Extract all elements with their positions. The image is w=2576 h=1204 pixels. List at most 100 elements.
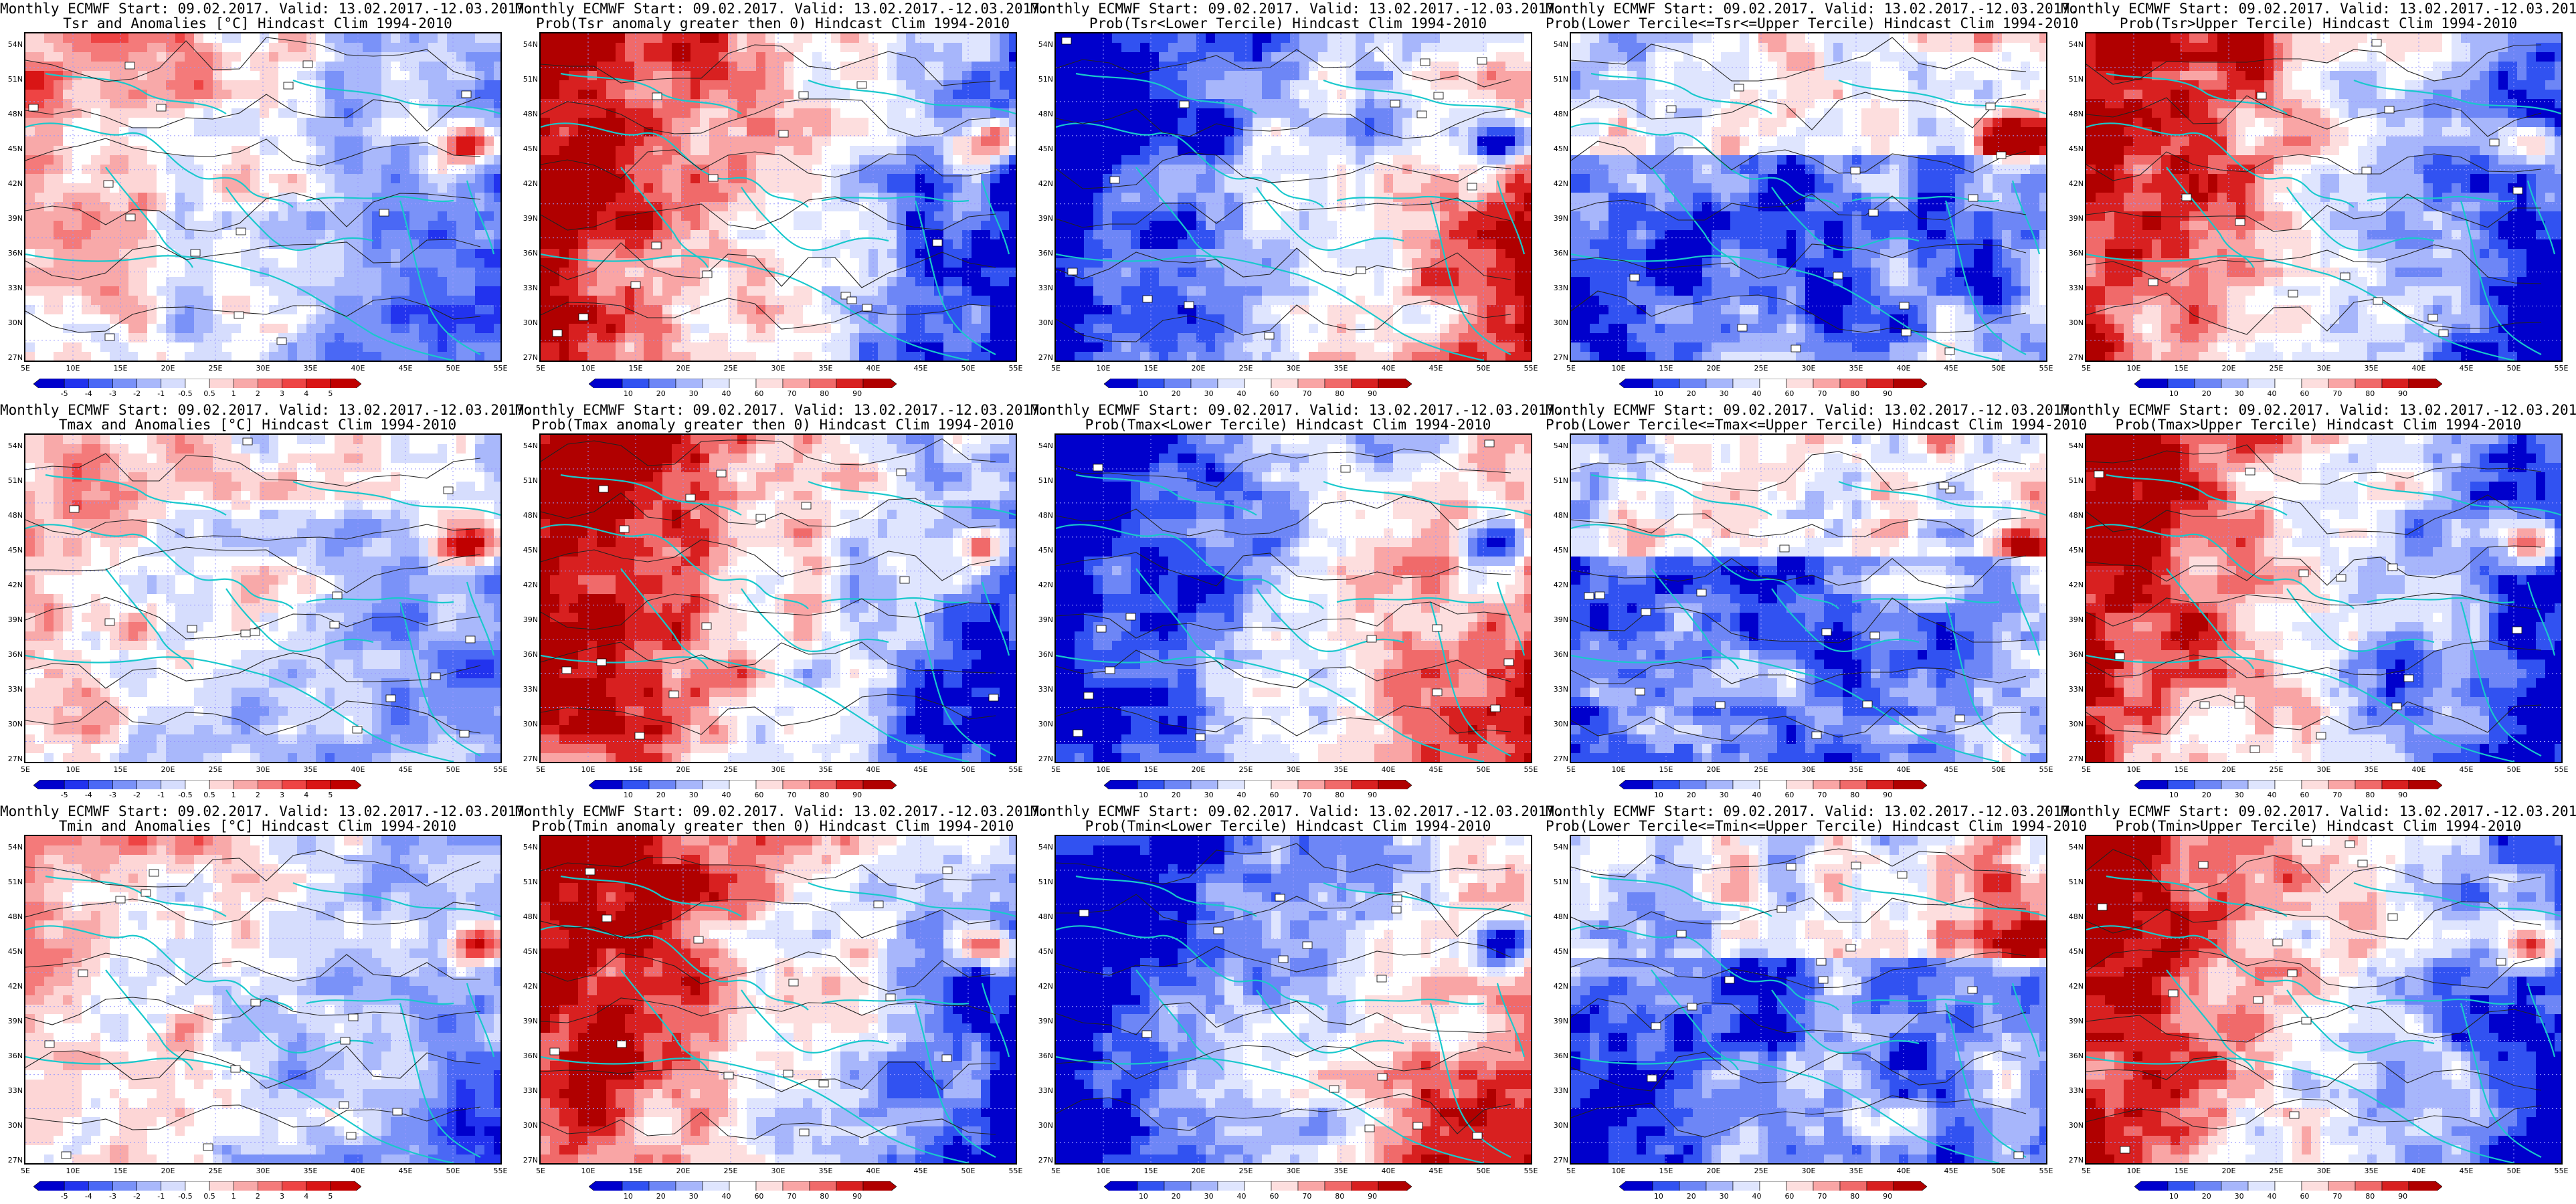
field-cell <box>859 174 869 184</box>
field-cell <box>1393 136 1403 146</box>
field-cell <box>250 52 260 62</box>
field-cell <box>44 71 54 81</box>
isoline <box>25 94 481 132</box>
field-cell <box>616 333 626 343</box>
colorbar-segment <box>112 379 137 388</box>
field-cell <box>559 211 569 221</box>
field-cell <box>147 99 157 109</box>
field-cell <box>1384 211 1394 221</box>
field-cell <box>1281 136 1291 146</box>
field-cell <box>269 174 279 184</box>
field-cell <box>409 165 420 175</box>
field-cell <box>260 174 270 184</box>
field-cell <box>278 146 288 156</box>
field-cell <box>82 174 92 184</box>
field-cell <box>409 314 420 324</box>
field-cell <box>166 146 176 156</box>
field-cell <box>1140 90 1150 100</box>
field-cell <box>1374 52 1384 62</box>
field-cell <box>906 146 916 156</box>
field-cell <box>934 314 944 324</box>
field-cell <box>859 333 869 343</box>
field-cell <box>831 268 841 278</box>
field-cell <box>484 127 494 137</box>
field-cell <box>1309 249 1319 259</box>
field-cell <box>203 239 213 249</box>
field-cell <box>1449 33 1459 43</box>
field-cell <box>878 249 888 259</box>
field-cell <box>981 80 991 90</box>
field-cell <box>269 99 279 109</box>
field-cell <box>138 296 148 306</box>
field-cell <box>597 183 607 193</box>
field-cell <box>1505 136 1515 146</box>
field-cell <box>25 305 35 315</box>
field-cell <box>1271 174 1281 184</box>
field-cell <box>775 314 785 324</box>
field-cell <box>82 221 92 231</box>
field-cell <box>1000 202 1010 212</box>
field-cell <box>775 99 785 109</box>
field-cell <box>91 174 101 184</box>
field-cell <box>1393 62 1403 72</box>
field-cell <box>812 165 822 175</box>
field-cell <box>831 221 841 231</box>
lat-label: 36N <box>517 249 538 258</box>
field-cell <box>953 314 963 324</box>
field-cell <box>662 239 672 249</box>
forecast-map <box>24 32 502 362</box>
field-cell <box>981 108 991 118</box>
field-cell <box>887 296 897 306</box>
field-cell <box>606 118 616 128</box>
field-cell <box>100 90 110 100</box>
field-cell <box>934 268 944 278</box>
field-cell <box>981 286 991 296</box>
field-cell <box>1477 202 1487 212</box>
field-cell <box>606 211 616 221</box>
field-cell <box>906 202 916 212</box>
field-cell <box>569 352 579 361</box>
field-cell <box>438 221 448 231</box>
field-cell <box>709 324 719 334</box>
field-cell <box>634 118 644 128</box>
field-cell <box>1346 230 1356 240</box>
field-cell <box>400 80 410 90</box>
field-cell <box>719 277 729 287</box>
field-cell <box>775 62 785 72</box>
field-cell <box>110 62 120 72</box>
field-cell <box>691 352 701 361</box>
field-cell <box>765 277 775 287</box>
field-cell <box>288 52 298 62</box>
field-cell <box>344 277 354 287</box>
field-cell <box>756 80 766 90</box>
field-cell <box>44 249 54 259</box>
field-cell <box>63 249 73 259</box>
field-cell <box>1224 193 1234 203</box>
field-cell <box>241 277 251 287</box>
field-cell <box>232 352 242 361</box>
field-cell <box>653 258 663 268</box>
field-cell <box>606 136 616 146</box>
station-box <box>862 304 872 312</box>
field-cell <box>962 202 972 212</box>
field-cell <box>822 127 832 137</box>
field-cell <box>128 352 139 361</box>
field-cell <box>1449 99 1459 109</box>
field-cell <box>35 352 45 361</box>
field-cell <box>897 221 907 231</box>
field-cell <box>494 211 500 221</box>
field-cell <box>868 155 879 165</box>
field-cell <box>278 324 288 334</box>
field-cell <box>1224 249 1234 259</box>
field-cell <box>597 202 607 212</box>
field-cell <box>943 230 953 240</box>
field-cell <box>559 146 569 156</box>
field-cell <box>344 108 354 118</box>
field-cell <box>737 99 747 109</box>
field-cell <box>100 296 110 306</box>
field-cell <box>709 33 719 43</box>
field-cell <box>260 324 270 334</box>
field-cell <box>1468 90 1478 100</box>
field-cell <box>1206 136 1216 146</box>
lat-label: 54N <box>517 40 538 49</box>
